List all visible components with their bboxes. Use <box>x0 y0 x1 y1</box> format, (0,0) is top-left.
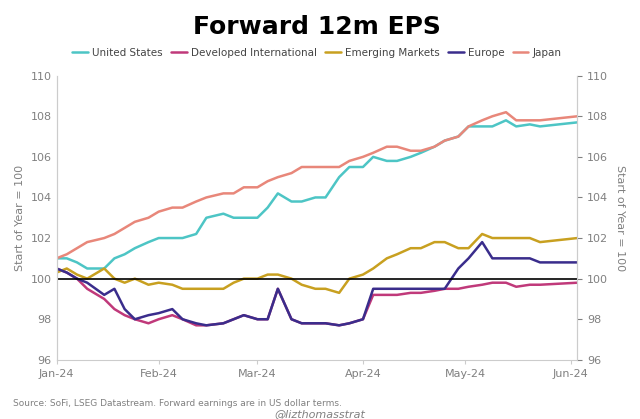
Title: Forward 12m EPS: Forward 12m EPS <box>193 15 441 39</box>
Y-axis label: Start of Year = 100: Start of Year = 100 <box>615 165 625 271</box>
Legend: United States, Developed International, Emerging Markets, Europe, Japan: United States, Developed International, … <box>68 44 566 62</box>
Text: Source: SoFi, LSEG Datastream. Forward earnings are in US dollar terms.: Source: SoFi, LSEG Datastream. Forward e… <box>13 399 342 409</box>
Text: @lizthomasstrat: @lizthomasstrat <box>275 409 365 419</box>
Y-axis label: Start of Year = 100: Start of Year = 100 <box>15 165 25 271</box>
